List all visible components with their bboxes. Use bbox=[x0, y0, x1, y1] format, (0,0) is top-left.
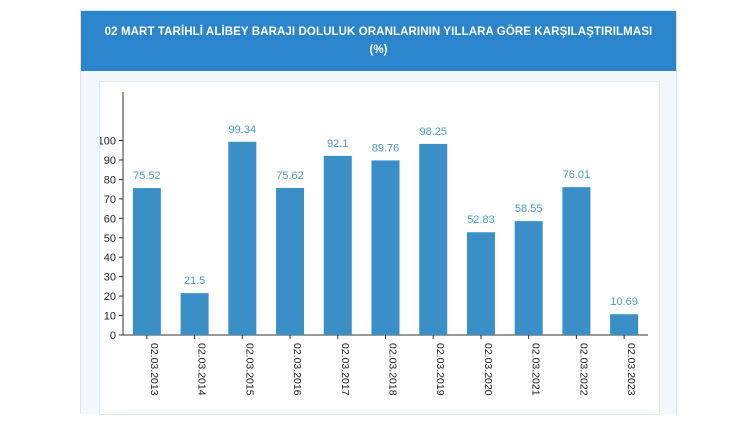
bar bbox=[514, 221, 543, 335]
y-tick-label: 60 bbox=[104, 213, 116, 225]
bar-value-label: 75.62 bbox=[276, 170, 304, 182]
x-tick-label: 02.03.2021 bbox=[530, 343, 542, 396]
bar bbox=[466, 232, 495, 335]
bar-chart: 0 10 20 30 40 50 60 70 80 90 100 75.52 02.03.2013 21.… bbox=[98, 92, 648, 396]
y-tick-label: 90 bbox=[104, 155, 116, 167]
x-tick-label: 02.03.2016 bbox=[291, 343, 303, 396]
bar-value-label: 89.76 bbox=[372, 142, 400, 154]
bar-value-label: 75.52 bbox=[133, 170, 161, 182]
y-tick-label: 40 bbox=[104, 252, 116, 264]
bar bbox=[180, 293, 209, 335]
plot-area: 0 10 20 30 40 50 60 70 80 90 100 75.52 02.03.2013 21.… bbox=[98, 81, 660, 415]
x-tick-label: 02.03.2017 bbox=[339, 343, 351, 396]
bar bbox=[228, 141, 257, 335]
bar bbox=[371, 160, 400, 335]
x-tick-label: 02.03.2019 bbox=[434, 343, 446, 396]
chart-card: 02 MART TARİHLİ ALİBEY BARAJI DOLULUK OR… bbox=[80, 10, 677, 415]
bar-value-label: 10.69 bbox=[610, 296, 638, 308]
bar-value-label: 92.1 bbox=[327, 138, 348, 150]
y-tick-label: 100 bbox=[100, 136, 116, 148]
chart-subtitle: (%) bbox=[369, 44, 388, 56]
chart-title: 02 MART TARİHLİ ALİBEY BARAJI DOLULUK OR… bbox=[104, 26, 653, 38]
y-tick-label: 0 bbox=[110, 330, 116, 342]
y-tick-label: 30 bbox=[104, 272, 116, 284]
bar bbox=[419, 143, 448, 335]
bar-value-label: 21.5 bbox=[184, 275, 205, 287]
x-tick-label: 02.03.2023 bbox=[625, 343, 637, 396]
y-tick-label: 70 bbox=[104, 194, 116, 206]
bar bbox=[132, 188, 161, 335]
bar-value-label: 98.25 bbox=[419, 126, 447, 138]
x-tick-label: 02.03.2014 bbox=[196, 343, 208, 396]
x-tick-label: 02.03.2022 bbox=[577, 343, 589, 396]
bar bbox=[562, 187, 591, 335]
y-tick-label: 50 bbox=[104, 233, 116, 245]
bar bbox=[610, 314, 639, 335]
bar-value-label: 58.55 bbox=[515, 203, 543, 215]
x-tick-label: 02.03.2018 bbox=[387, 343, 399, 396]
y-tick-label: 80 bbox=[104, 174, 116, 186]
bar-value-label: 99.34 bbox=[229, 124, 257, 136]
x-tick-label: 02.03.2013 bbox=[148, 343, 160, 396]
x-tick-label: 02.03.2015 bbox=[243, 343, 255, 396]
y-tick-label: 20 bbox=[104, 291, 116, 303]
bar bbox=[276, 187, 305, 335]
y-tick-label: 10 bbox=[104, 311, 116, 323]
x-tick-label: 02.03.2020 bbox=[482, 343, 494, 396]
chart-header: 02 MART TARİHLİ ALİBEY BARAJI DOLULUK OR… bbox=[81, 11, 676, 71]
bar bbox=[323, 155, 352, 335]
bar-value-label: 52.83 bbox=[467, 214, 495, 226]
bar-value-label: 76.01 bbox=[563, 169, 591, 181]
